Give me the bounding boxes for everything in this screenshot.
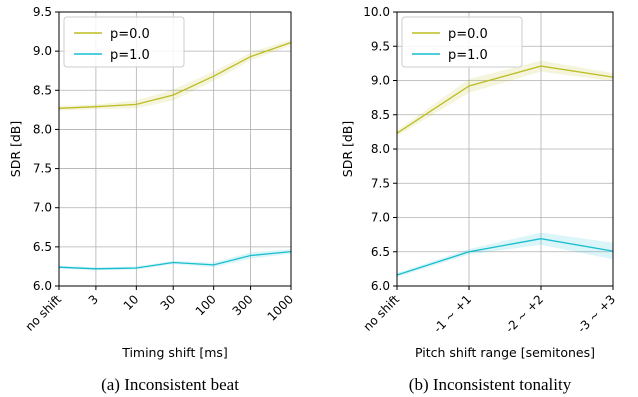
y-tick-label: 7.0 [33,201,52,215]
x-ticks-a: no shift 3 10 30 100 300 1000 [23,286,296,334]
y-tick-label: 7.5 [371,176,390,190]
legend-label: p=1.0 [448,48,488,63]
y-axis-label-a: SDR [dB] [8,121,23,177]
confidence-band-p=1.0 [397,232,613,278]
x-tick-label: -2 ~ +2 [503,292,546,335]
series-line-p=1.0 [58,250,292,270]
lines-a [58,41,292,270]
x-tick-label: 10 [121,292,142,313]
legend-a: p=0.0 p=1.0 [63,16,185,68]
y-tick-label: 8.5 [371,108,390,122]
series-line-p=1.0 [396,238,614,276]
y-tick-label: 6.0 [371,279,390,293]
x-tick-label: -1 ~ +1 [431,292,474,335]
x-tick-label: -3 ~ +3 [575,292,618,335]
x-axis-label-a: Timing shift [ms] [121,345,228,360]
series-line-p=0.0 [58,41,292,109]
series-line-p=0.0 [396,65,614,134]
y-tick-label: 10.0 [363,5,390,19]
x-tick-label: 100 [193,292,219,318]
x-axis-label-b: Pitch shift range [semitones] [415,345,595,360]
caption-a: (a) Inconsistent beat [101,375,239,394]
legend-label: p=1.0 [110,48,150,63]
y-tick-label: 7.0 [371,211,390,225]
y-tick-label: 9.5 [371,39,390,53]
x-tick-label: 1000 [265,292,296,323]
y-tick-label: 9.5 [33,5,52,19]
y-tick-label: 9.0 [371,74,390,88]
caption-b: (b) Inconsistent tonality [409,375,572,394]
confidence-band-p=0.0 [59,39,291,111]
y-tick-label: 8.0 [371,142,390,156]
y-ticks-a: 6.0 6.5 7.0 7.5 8.0 8.5 9.0 9.5 [33,5,59,293]
legend-label: p=0.0 [448,27,488,42]
y-ticks-b: 6.0 6.5 7.0 7.5 8.0 8.5 9.0 9.5 10.0 [363,5,397,293]
y-tick-label: 6.0 [33,279,52,293]
legend-label: p=0.0 [110,27,150,42]
y-axis-label-b: SDR [dB] [340,121,355,177]
y-tick-label: 7.5 [33,162,52,176]
y-tick-label: 6.5 [33,240,52,254]
confidence-band-p=1.0 [59,249,291,271]
y-tick-label: 9.0 [33,44,52,58]
x-tick-label: 3 [86,292,101,307]
x-tick-label: 300 [230,292,256,318]
y-tick-label: 6.5 [371,245,390,259]
y-tick-label: 8.5 [33,83,52,97]
plot-frame-a [58,11,292,287]
y-tick-label: 8.0 [33,122,52,136]
chart-panel-a: 6.0 6.5 7.0 7.5 8.0 8.5 9.0 9.5 no shift 3 10 30 10… [8,5,296,394]
legend-b: p=0.0 p=1.0 [401,16,523,68]
bands-a [59,39,291,271]
x-tick-label: no shift [23,292,65,334]
chart-panel-b: 6.0 6.5 7.0 7.5 8.0 8.5 9.0 9.5 10.0 no shift -1 … [340,5,618,394]
x-ticks-b: no shift -1 ~ +1 -2 ~ +2 -3 ~ +3 [361,286,618,336]
x-tick-label: 30 [158,292,179,313]
x-tick-label: no shift [361,292,403,334]
